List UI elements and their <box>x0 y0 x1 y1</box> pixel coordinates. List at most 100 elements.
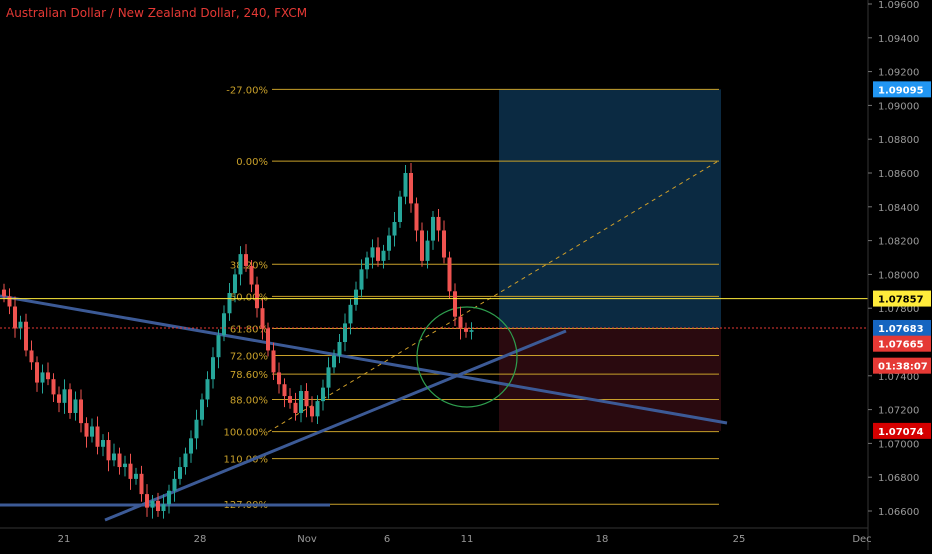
candle-body[interactable] <box>128 463 133 479</box>
candle-body[interactable] <box>277 372 281 385</box>
candle-body[interactable] <box>365 257 369 270</box>
candle-body[interactable] <box>332 355 336 368</box>
candle-body[interactable] <box>260 308 265 329</box>
stop-zone[interactable] <box>499 327 721 431</box>
candle-body[interactable] <box>183 453 188 468</box>
y-tick-label: 1.09000 <box>878 101 919 112</box>
candle-body[interactable] <box>398 196 402 223</box>
candle-body[interactable] <box>68 389 72 413</box>
candle-body[interactable] <box>189 438 193 454</box>
candle-body[interactable] <box>79 399 83 424</box>
candle-body[interactable] <box>255 284 259 309</box>
candle-body[interactable] <box>447 257 452 292</box>
candle-body[interactable] <box>403 173 408 197</box>
candle-body[interactable] <box>453 291 457 317</box>
candle-body[interactable] <box>73 399 78 413</box>
candle-body[interactable] <box>238 254 243 275</box>
highlight-circle[interactable] <box>416 306 518 408</box>
candle-body[interactable] <box>387 235 391 251</box>
candle-body[interactable] <box>442 230 446 258</box>
candle-body[interactable] <box>222 313 226 336</box>
candle-body[interactable] <box>46 372 50 380</box>
candle-body[interactable] <box>7 296 12 307</box>
candle-body[interactable] <box>200 399 204 420</box>
candle-body[interactable] <box>178 467 182 479</box>
candle-body[interactable] <box>337 342 342 356</box>
candle-body[interactable] <box>464 328 468 332</box>
candle-body[interactable] <box>211 357 215 380</box>
candle-body[interactable] <box>90 426 94 437</box>
candle-body[interactable] <box>315 401 320 417</box>
candle-body[interactable] <box>436 216 441 231</box>
candle-body[interactable] <box>51 379 56 395</box>
candle-body[interactable] <box>310 406 314 417</box>
candle-body[interactable] <box>293 402 298 413</box>
candle-body[interactable] <box>139 473 144 495</box>
price-tag-label: 1.07857 <box>878 295 924 306</box>
candle-body[interactable] <box>348 304 353 324</box>
y-tick-label: 1.09400 <box>878 34 919 45</box>
candle-body[interactable] <box>392 222 397 236</box>
candle-body[interactable] <box>271 350 276 373</box>
fib-label: 38.20% <box>230 260 268 271</box>
y-tick-label: 1.09600 <box>878 0 919 11</box>
candle-body[interactable] <box>359 269 364 290</box>
candle-body[interactable] <box>304 391 309 407</box>
candle-body[interactable] <box>249 265 254 285</box>
candle-body[interactable] <box>194 419 199 439</box>
candle-body[interactable] <box>343 323 347 342</box>
candle-body[interactable] <box>57 394 61 403</box>
candle-body[interactable] <box>425 240 430 261</box>
target-zone[interactable] <box>499 89 721 328</box>
candle-body[interactable] <box>2 289 6 297</box>
candle-body[interactable] <box>381 250 386 261</box>
candle-body[interactable] <box>376 247 380 261</box>
candle-body[interactable] <box>29 350 34 363</box>
candle-body[interactable] <box>150 500 155 508</box>
candle-body[interactable] <box>321 387 325 402</box>
candle-body[interactable] <box>469 330 474 332</box>
candle-body[interactable] <box>370 247 375 258</box>
candle-body[interactable] <box>117 453 122 468</box>
candle-body[interactable] <box>101 440 105 447</box>
candle-body[interactable] <box>40 372 45 383</box>
candle-body[interactable] <box>244 254 248 266</box>
candle-body[interactable] <box>431 216 435 241</box>
candle-body[interactable] <box>13 306 17 329</box>
candle-body[interactable] <box>95 426 100 447</box>
candle-body[interactable] <box>354 289 358 305</box>
candle-body[interactable] <box>288 396 292 403</box>
candle-body[interactable] <box>167 490 171 505</box>
candle-body[interactable] <box>145 494 149 508</box>
candle-body[interactable] <box>123 463 127 468</box>
candle-body[interactable] <box>409 173 413 204</box>
candle-body[interactable] <box>156 500 160 511</box>
descending-trendline[interactable] <box>0 294 728 425</box>
candle-body[interactable] <box>18 321 23 329</box>
candle-body[interactable] <box>35 362 39 383</box>
x-tick-label: 11 <box>461 534 474 545</box>
ascending-trendline[interactable] <box>104 329 567 522</box>
candle-body[interactable] <box>233 274 237 293</box>
candle-body[interactable] <box>134 473 138 479</box>
candle-body[interactable] <box>172 478 177 491</box>
candle-body[interactable] <box>205 379 210 400</box>
candle-body[interactable] <box>282 384 287 397</box>
candle-body[interactable] <box>24 321 28 351</box>
candle-body[interactable] <box>326 367 331 388</box>
candle-body[interactable] <box>227 292 232 314</box>
candle-body[interactable] <box>62 389 67 403</box>
candle-body[interactable] <box>161 504 166 511</box>
candle-body[interactable] <box>106 440 111 461</box>
candle-body[interactable] <box>112 453 116 461</box>
candle-body[interactable] <box>266 328 270 351</box>
y-tick-label: 1.08000 <box>878 270 919 281</box>
candle-body[interactable] <box>216 335 221 358</box>
candle-body[interactable] <box>84 423 89 437</box>
candle-body[interactable] <box>299 391 303 413</box>
candle-body[interactable] <box>420 230 424 261</box>
candle-body[interactable] <box>458 316 463 329</box>
candle-body[interactable] <box>414 203 419 231</box>
